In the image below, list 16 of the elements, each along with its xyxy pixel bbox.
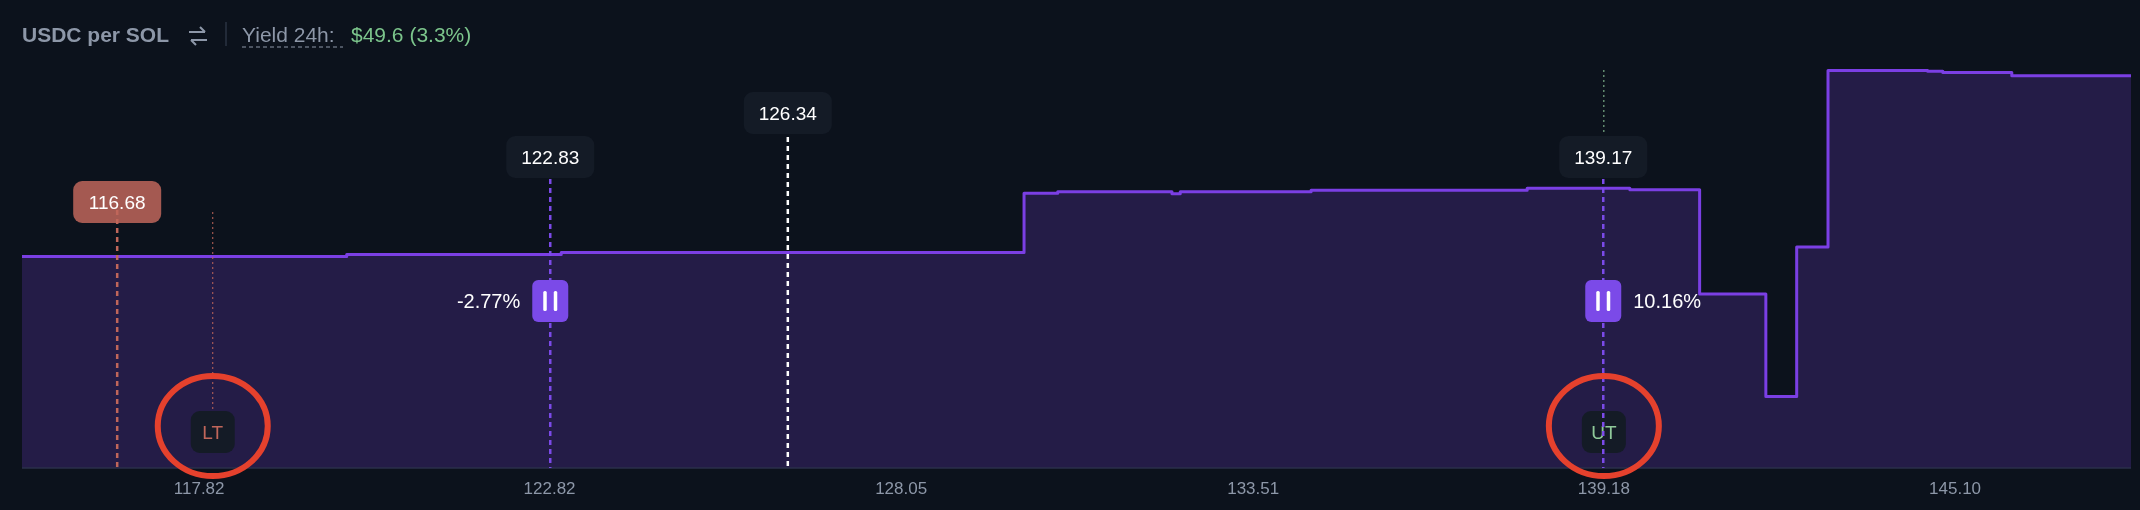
ref-line-label: 116.68: [88, 192, 146, 213]
annotation: -2.77%: [456, 290, 521, 312]
x-tick-label: 122.82: [523, 479, 576, 498]
x-tick-label: 145.10: [1929, 479, 1982, 498]
chart-subtitle: Yield 24h:: [242, 23, 335, 46]
ref-line-label: 139.17: [1574, 147, 1633, 168]
x-tick-label: 128.05: [875, 479, 928, 498]
x-tick-label: 139.18: [1577, 479, 1630, 498]
chart-title: USDC per SOL: [22, 23, 170, 46]
annotation: 10.16%: [1633, 290, 1702, 312]
x-tick-label: 117.82: [173, 479, 225, 498]
ref-line-label: LT: [202, 422, 224, 443]
ref-line-label: 126.34: [758, 103, 818, 124]
text: $49.6 (3.3%): [351, 23, 472, 46]
ref-line-label: 122.83: [521, 147, 580, 168]
x-tick-label: 133.51: [1227, 479, 1280, 498]
